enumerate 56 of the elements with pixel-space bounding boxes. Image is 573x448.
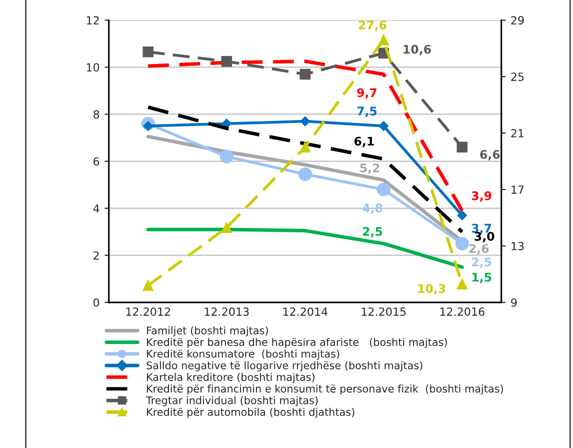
y-tick-label: 0 (94, 298, 100, 307)
x-tick-label: 12.2014 (283, 307, 328, 316)
data-label: 7,5 (357, 106, 377, 118)
y-tick-label: 6 (94, 157, 100, 166)
data-label: 2,6 (469, 244, 489, 255)
point (142, 46, 154, 58)
point (298, 167, 312, 181)
x-tick-label: 12.2013 (204, 307, 249, 316)
data-label: 5,2 (360, 163, 380, 174)
point (221, 56, 232, 67)
data-label: 2,5 (472, 258, 492, 268)
y2-tick-label: 25 (511, 72, 524, 81)
point (300, 68, 311, 80)
data-label: 10,6 (404, 44, 431, 56)
data-label: 2,5 (362, 226, 382, 238)
x-tick-label: 12.2012 (126, 307, 170, 316)
y-tick-label: 12 (86, 16, 99, 24)
y2-tick-label: 13 (512, 242, 524, 250)
data-label: 9,7 (357, 88, 376, 99)
y2-tick-label: 17 (512, 186, 524, 194)
data-label: 6,1 (354, 136, 374, 148)
point (456, 278, 468, 290)
legend-label: Kartela kreditore (boshti majtas) (147, 372, 314, 383)
y2-tick-label: 21 (511, 129, 524, 138)
legend-label: Salldo negative të llogarive rrjedhëse (boshti majtas) (146, 361, 422, 372)
point (220, 150, 234, 164)
x-tick-label: 12.2016 (440, 307, 484, 316)
data-label: 10,3 (418, 284, 446, 295)
legend-label: Kreditë për financimin e konsumit të personave fizik (boshti majtas) (147, 384, 503, 395)
point (376, 182, 390, 196)
y-tick-label: 8 (94, 110, 100, 119)
point (300, 116, 310, 126)
point (378, 121, 389, 131)
point (300, 142, 311, 153)
point (456, 142, 468, 153)
point (221, 222, 232, 233)
data-label: 27,6 (358, 20, 386, 31)
data-label: 6,6 (480, 150, 500, 160)
point (455, 236, 469, 250)
point (378, 34, 390, 46)
point (457, 210, 468, 220)
legend-label: Kreditë për banesa dhe hapësira afariste (boshti majtas) (147, 338, 447, 348)
legend-label: Familjet (boshti majtas) (147, 326, 268, 336)
x-tick-label: 12.2015 (362, 307, 406, 316)
data-label: 4,8 (362, 203, 382, 214)
y2-tick-label: 9 (511, 298, 517, 307)
data-label: 1,5 (472, 272, 492, 284)
y2-tick-label: 29 (511, 16, 524, 25)
point (142, 280, 154, 291)
y-tick-label: 2 (94, 251, 99, 260)
y-tick-label: 10 (86, 63, 100, 72)
legend-label: Kreditë konsumatore (boshti majtas) (147, 350, 340, 360)
y-tick-label: 4 (93, 204, 100, 213)
data-label: 3,9 (472, 191, 492, 202)
legend-label: Kreditë për automobila (boshti djathtas) (147, 408, 354, 418)
legend-label: Tregtar individual (boshti majtas) (146, 396, 318, 406)
